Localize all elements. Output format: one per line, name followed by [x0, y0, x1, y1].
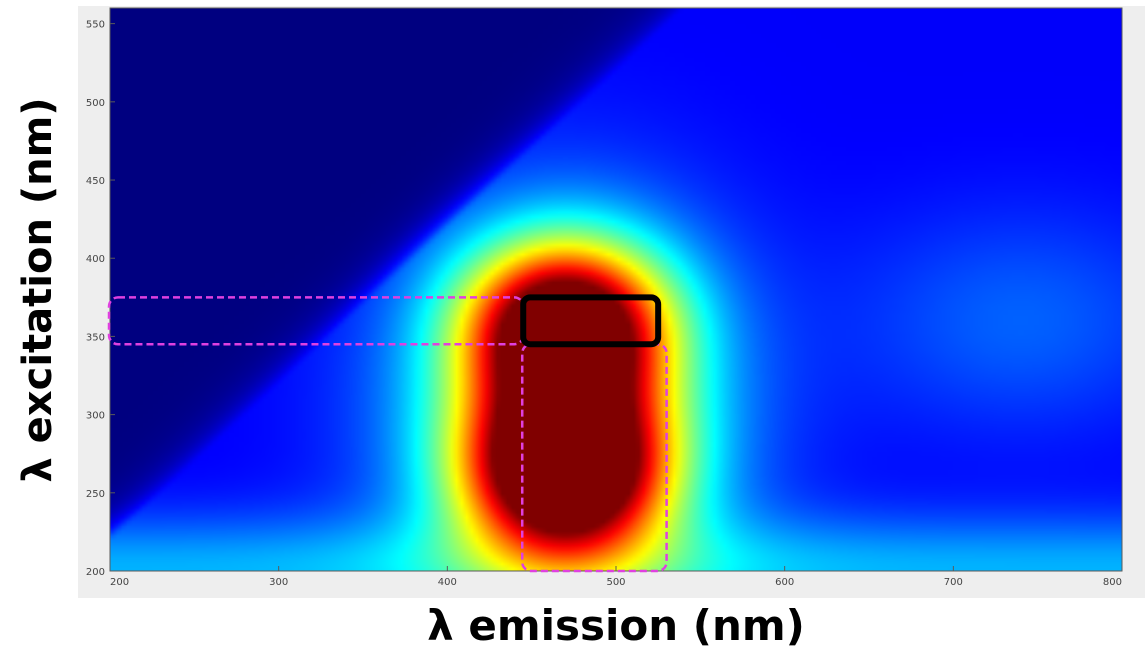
y-tick-label: 500 — [86, 98, 105, 109]
highlight-box — [520, 294, 662, 348]
x-axis-title: λ emission (nm) — [427, 601, 805, 648]
y-tick-label: 200 — [86, 567, 105, 578]
y-tick-label: 550 — [86, 20, 105, 31]
y-tick-label: 300 — [86, 411, 105, 422]
y-axis-title: λ excitation (nm) — [15, 97, 61, 482]
marks-layer — [107, 294, 668, 573]
x-tick-label: 800 — [1103, 577, 1122, 588]
x-axis: 200 300 400 500 600 700 800 — [109, 566, 1123, 588]
x-tick-label: 300 — [269, 577, 288, 588]
y-tick-label: 250 — [86, 489, 105, 500]
x-tick-label: 700 — [944, 577, 963, 588]
heatmap-image — [110, 8, 1122, 571]
dashed-region-2 — [520, 342, 668, 573]
x-tick-label: 500 — [606, 577, 625, 588]
x-tick-label: 200 — [110, 577, 129, 588]
y-axis: 200 250 300 350 400 450 500 550 — [86, 20, 115, 578]
y-tick-label: 350 — [86, 332, 105, 343]
x-tick-label: 400 — [438, 577, 457, 588]
x-tick-label: 600 — [775, 577, 794, 588]
y-tick-label: 450 — [86, 176, 105, 187]
y-tick-label: 400 — [86, 254, 105, 265]
